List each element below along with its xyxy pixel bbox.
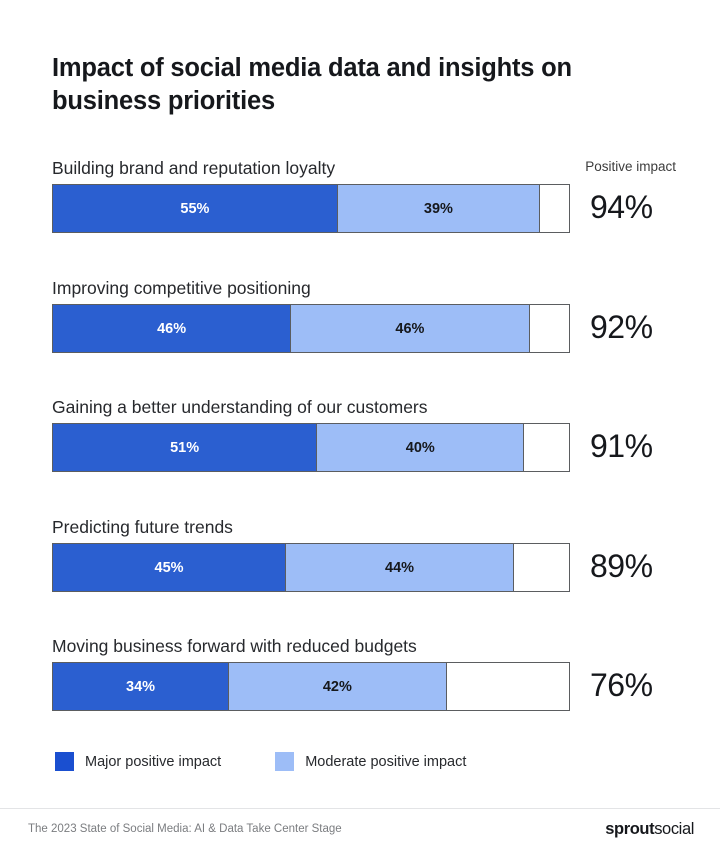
bar-segment-moderate: 39% [337, 185, 540, 232]
row-total-value: 89% [590, 548, 653, 584]
bar-segment-major: 34% [53, 663, 230, 710]
chart-row: Building brand and reputation loyalty 55%… [0, 158, 720, 278]
bar-segment-major-value: 46% [157, 320, 187, 337]
bar-segment-moderate: 42% [229, 663, 447, 710]
bar-segment-major-value: 51% [170, 439, 200, 456]
bar-segment-moderate: 40% [317, 424, 525, 471]
bar-segment-moderate-value: 42% [322, 678, 352, 695]
bar-segment-moderate: 44% [286, 544, 514, 591]
legend-label: Major positive impact [85, 753, 222, 770]
row-total-value: 76% [590, 667, 653, 703]
bar-segment-moderate-value: 40% [405, 439, 435, 456]
page-title: Impact of social media data and insights… [52, 54, 572, 115]
stacked-bar: 34% 42% [52, 662, 570, 711]
bar-segment-major-value: 34% [126, 678, 156, 695]
bar-segment-major: 46% [53, 305, 292, 352]
bar-segment-remainder [539, 185, 569, 232]
bar-segment-major: 55% [53, 185, 338, 232]
legend-item-major: Major positive impact [55, 752, 221, 771]
chart-row: Improving competitive positioning 46% 46% 9… [0, 278, 720, 398]
legend-swatch-icon [275, 752, 295, 771]
bar-segment-moderate-value: 46% [395, 320, 425, 337]
bar-segment-major-value: 45% [154, 559, 184, 576]
stacked-bar: 55% 39% [52, 184, 570, 233]
bar-segment-moderate: 46% [291, 305, 530, 352]
row-total-value: 94% [590, 189, 653, 225]
stacked-bar: 46% 46% [52, 304, 570, 353]
brand-name-light: social [654, 820, 694, 838]
footer-divider [0, 808, 720, 809]
chart-row: Gaining a better understanding of our cu… [0, 397, 720, 517]
sproutsocial-logo: sproutsocial [605, 820, 694, 839]
bar-segment-remainder [529, 305, 569, 352]
bar-segment-major-value: 55% [180, 200, 210, 217]
legend-item-moderate: Moderate positive impact [275, 752, 466, 771]
legend-swatch-icon [55, 752, 74, 771]
chart-row: Moving business forward with reduced bud… [0, 636, 720, 756]
footer-source-note: The 2023 State of Social Media: AI & Dat… [28, 823, 342, 835]
bar-segment-remainder [446, 663, 569, 710]
legend-label: Moderate positive impact [305, 753, 467, 770]
row-total-value: 92% [590, 309, 653, 345]
stacked-bar: 51% 40% [52, 423, 570, 472]
bar-segment-moderate-value: 44% [385, 559, 415, 576]
row-label: Moving business forward with reduced bud… [52, 636, 417, 656]
bar-segment-moderate-value: 39% [423, 200, 453, 217]
brand-name-bold: sprout [605, 820, 655, 838]
row-label: Predicting future trends [52, 517, 233, 537]
row-total-value: 91% [590, 428, 653, 464]
row-label: Improving competitive positioning [52, 278, 311, 298]
stacked-bar: 45% 44% [52, 543, 570, 592]
positive-impact-column-header: Positive impact [585, 159, 676, 174]
row-label: Gaining a better understanding of our cu… [52, 397, 428, 417]
row-label: Building brand and reputation loyalty [52, 158, 336, 178]
chart-row: Predicting future trends 45% 44% 89% [0, 517, 720, 637]
bar-segment-major: 45% [53, 544, 287, 591]
bar-segment-remainder [514, 544, 569, 591]
bar-segment-major: 51% [53, 424, 318, 471]
bar-segment-remainder [524, 424, 569, 471]
chart-legend: Major positive impact Moderate positive i… [55, 752, 520, 771]
